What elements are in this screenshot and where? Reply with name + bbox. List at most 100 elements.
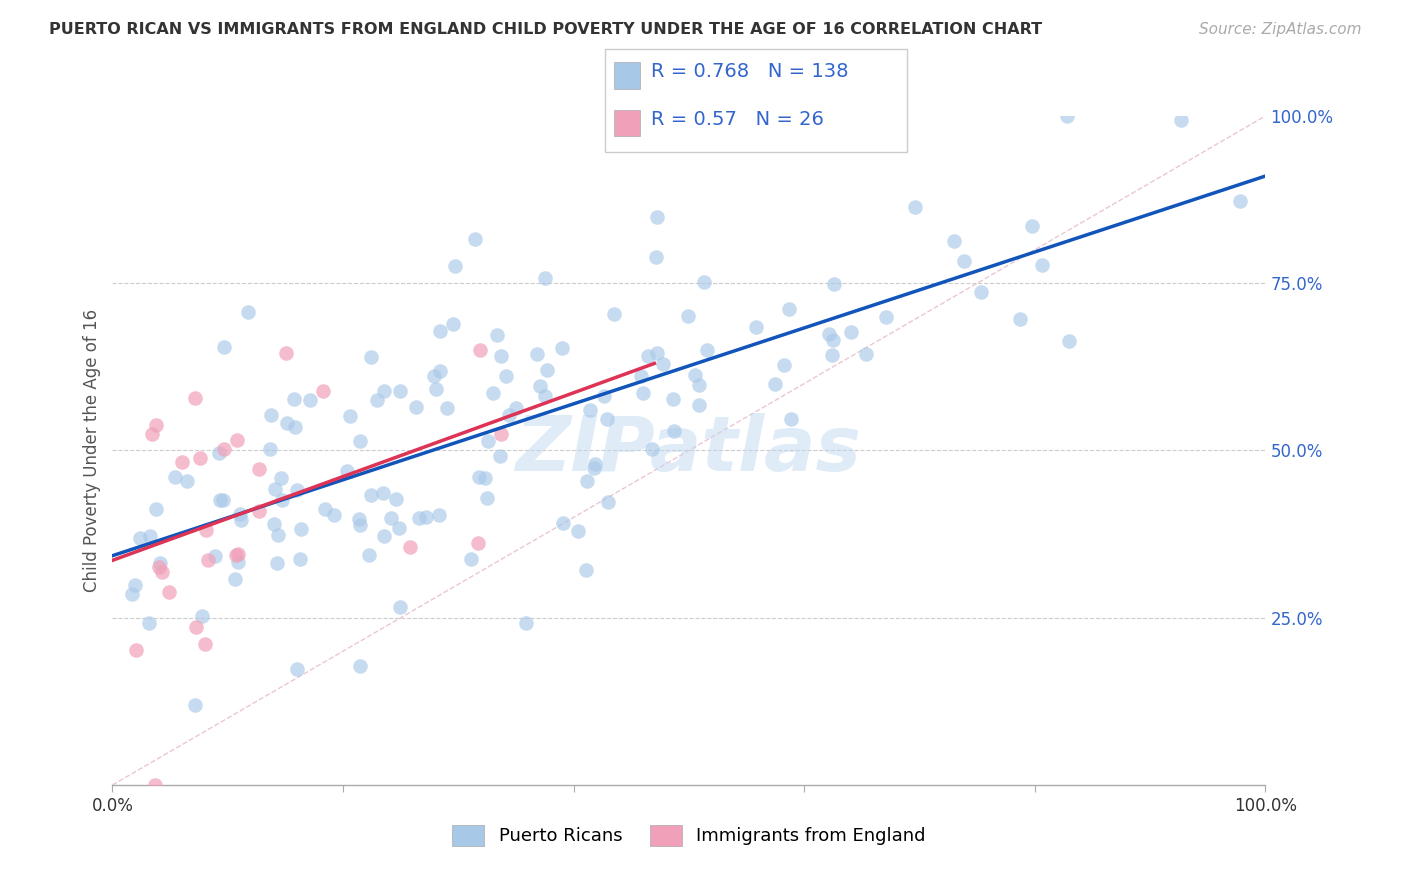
Point [212,339,235,353]
Point [366,393,388,408]
Point [875,310,897,324]
Point [357,548,380,562]
Point [264,482,287,496]
Point [339,409,361,423]
Point [247,462,270,476]
Point [399,540,422,554]
Point [823,333,845,347]
Point [1059,334,1081,348]
Point [592,389,614,403]
Point [583,458,606,472]
Point [1229,194,1251,208]
Point [489,427,512,442]
Point [637,349,659,363]
Point [661,392,683,406]
Point [498,408,520,422]
Point [373,384,395,398]
Point [143,778,166,792]
Point [780,411,803,425]
Point [441,317,464,331]
Point [841,325,863,339]
Point [271,493,294,508]
Point [270,470,292,484]
Point [533,270,555,285]
Point [224,572,246,586]
Point [194,523,217,537]
Point [429,324,451,338]
Point [148,559,170,574]
Point [285,483,308,497]
Point [575,563,598,577]
Point [645,250,668,264]
Point [576,474,599,488]
Point [551,516,574,530]
Point [176,474,198,488]
Point [385,491,408,506]
Point [204,549,226,563]
Point [678,309,700,323]
Point [373,529,395,543]
Point [515,615,537,630]
Point [263,517,285,532]
Point [641,442,664,457]
Point [468,470,491,484]
Point [551,341,574,355]
Point [495,369,517,384]
Point [468,343,491,358]
Point [138,615,160,630]
Point [630,369,652,384]
Point [596,495,619,509]
Point [1021,219,1043,234]
Point [194,637,217,651]
Point [1170,113,1192,128]
Point [266,557,288,571]
Point [149,557,172,571]
Point [526,347,548,361]
Point [388,384,411,399]
Y-axis label: Child Poverty Under the Age of 16: Child Poverty Under the Age of 16 [83,309,101,592]
Point [276,416,298,430]
Point [693,276,716,290]
Point [247,504,270,518]
Text: R = 0.768   N = 138: R = 0.768 N = 138 [651,62,848,81]
Point [141,427,163,442]
Point [172,455,194,469]
Point [214,442,236,456]
Point [823,277,845,291]
Point [191,609,214,624]
Point [121,587,143,601]
Point [349,518,371,533]
Point [184,619,207,633]
Point [662,425,685,439]
Point [645,210,668,224]
Text: Source: ZipAtlas.com: Source: ZipAtlas.com [1198,22,1361,37]
Point [578,402,600,417]
Point [583,461,606,475]
Point [285,662,308,676]
Point [489,449,512,463]
Point [631,386,654,401]
Point [336,464,359,478]
Point [603,307,626,321]
Point [208,446,231,460]
Point [380,511,402,525]
Point [596,412,619,426]
Point [969,285,991,300]
Text: ZIPatlas: ZIPatlas [516,414,862,487]
Point [226,433,249,447]
Point [443,260,465,274]
Point [529,378,551,392]
Point [475,491,498,505]
Point [818,326,841,341]
Point [360,350,382,364]
Point [274,346,297,360]
Point [485,328,508,343]
Point [1008,311,1031,326]
Point [145,502,167,516]
Point [763,376,786,391]
Point [408,511,430,525]
Point [855,347,877,361]
Text: R = 0.57   N = 26: R = 0.57 N = 26 [651,110,824,128]
Point [283,392,305,406]
Point [415,509,437,524]
